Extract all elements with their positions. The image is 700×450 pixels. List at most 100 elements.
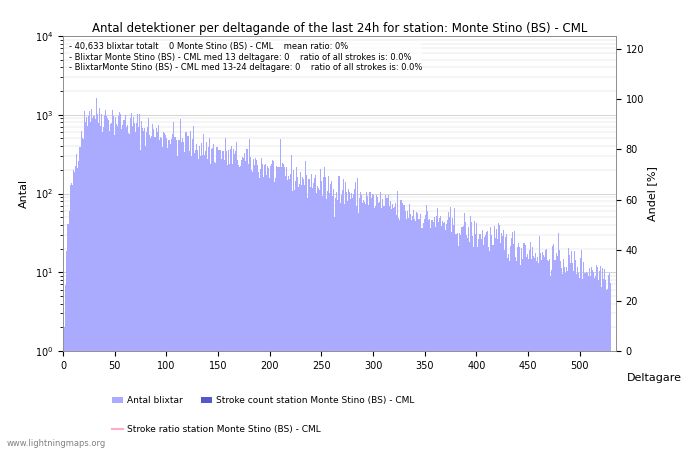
Bar: [351, 194, 352, 450]
Bar: [179, 140, 181, 450]
Bar: [467, 238, 468, 450]
Bar: [122, 125, 123, 450]
Bar: [188, 151, 190, 450]
Bar: [411, 220, 412, 450]
Bar: [305, 162, 307, 450]
Bar: [389, 206, 390, 450]
Text: www.lightningmaps.org: www.lightningmaps.org: [7, 439, 106, 448]
Bar: [263, 177, 264, 450]
Bar: [104, 115, 105, 450]
Bar: [94, 116, 95, 450]
Bar: [293, 170, 294, 450]
Bar: [251, 172, 253, 450]
Bar: [333, 189, 335, 450]
Bar: [498, 225, 500, 450]
Bar: [561, 274, 563, 450]
Bar: [82, 138, 83, 450]
Bar: [564, 267, 565, 450]
Bar: [273, 161, 274, 450]
Bar: [584, 273, 585, 450]
Bar: [316, 193, 317, 450]
Bar: [259, 178, 260, 450]
Bar: [287, 180, 288, 450]
Bar: [331, 181, 332, 450]
Bar: [322, 196, 323, 450]
Bar: [339, 176, 340, 450]
Bar: [211, 148, 212, 450]
Bar: [302, 177, 303, 450]
Bar: [454, 208, 455, 450]
Bar: [177, 156, 178, 450]
Bar: [484, 237, 485, 450]
Bar: [458, 246, 459, 450]
Bar: [327, 191, 328, 450]
Bar: [335, 198, 337, 450]
Bar: [510, 246, 511, 450]
Bar: [78, 161, 79, 450]
Bar: [121, 129, 122, 450]
Bar: [97, 123, 99, 450]
Bar: [415, 221, 416, 450]
Bar: [449, 217, 450, 450]
Bar: [414, 219, 415, 450]
Bar: [190, 156, 192, 450]
Bar: [196, 144, 197, 450]
Bar: [602, 268, 603, 450]
Bar: [424, 219, 426, 450]
Bar: [594, 278, 595, 450]
Bar: [560, 261, 561, 450]
Bar: [239, 166, 240, 450]
Bar: [603, 279, 604, 450]
Bar: [72, 185, 73, 450]
Bar: [468, 226, 469, 450]
Bar: [197, 150, 198, 450]
Bar: [151, 135, 153, 450]
Bar: [404, 205, 405, 450]
Bar: [392, 204, 393, 450]
Bar: [587, 276, 589, 450]
Bar: [545, 250, 546, 450]
Bar: [99, 126, 101, 450]
Bar: [487, 231, 489, 450]
Bar: [159, 140, 160, 450]
Bar: [508, 253, 509, 450]
Bar: [496, 239, 498, 450]
Bar: [448, 212, 449, 450]
Bar: [75, 166, 76, 450]
Bar: [511, 238, 512, 450]
Bar: [85, 122, 86, 450]
Bar: [513, 244, 514, 450]
Bar: [320, 169, 321, 450]
Bar: [356, 206, 357, 450]
Bar: [81, 131, 82, 450]
Bar: [77, 167, 78, 450]
Bar: [203, 134, 204, 450]
Bar: [73, 170, 74, 450]
Bar: [446, 224, 447, 450]
Bar: [374, 206, 376, 450]
Bar: [315, 175, 316, 450]
Bar: [223, 151, 224, 450]
Bar: [318, 189, 320, 450]
Bar: [222, 151, 223, 450]
Bar: [342, 179, 344, 450]
Bar: [589, 276, 591, 450]
Bar: [420, 214, 421, 450]
Bar: [228, 150, 229, 450]
Bar: [143, 131, 144, 450]
Bar: [253, 166, 255, 450]
Bar: [139, 114, 140, 450]
Bar: [360, 192, 361, 450]
Bar: [503, 230, 504, 450]
Bar: [576, 274, 578, 450]
Bar: [400, 200, 402, 450]
Bar: [123, 120, 125, 450]
Bar: [136, 123, 137, 450]
Bar: [372, 195, 374, 450]
Bar: [298, 187, 299, 450]
Bar: [258, 172, 259, 450]
Bar: [544, 256, 545, 450]
Bar: [473, 247, 474, 450]
Bar: [272, 160, 273, 450]
Bar: [608, 274, 609, 450]
